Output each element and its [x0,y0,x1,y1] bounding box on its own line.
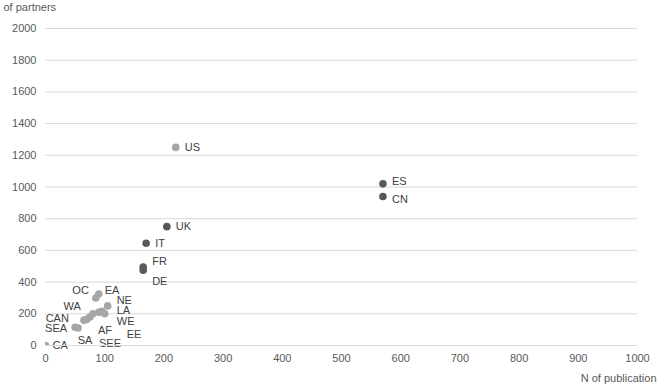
svg-text:CAN: CAN [45,311,69,324]
svg-text:700: 700 [451,352,469,364]
svg-text:US: US [185,141,200,153]
svg-text:100: 100 [96,352,114,364]
svg-text:ES: ES [392,175,407,187]
svg-text:CA: CA [52,339,68,351]
svg-text:WE: WE [117,315,135,327]
svg-text:300: 300 [214,352,232,364]
svg-text:0: 0 [30,339,36,351]
svg-text:400: 400 [18,276,36,288]
svg-text:DE: DE [152,275,167,287]
svg-text:1600: 1600 [12,85,36,97]
svg-text:EE: EE [127,328,142,340]
svg-text:2000: 2000 [12,22,36,34]
svg-text:NE: NE [116,294,132,307]
svg-text:200: 200 [18,307,36,319]
svg-text:600: 600 [392,352,410,364]
svg-text:LA: LA [116,303,131,316]
svg-text:IT: IT [155,237,165,249]
svg-text:FR: FR [152,255,167,267]
svg-text:CN: CN [392,193,408,205]
svg-text:1000: 1000 [12,181,36,193]
svg-text:UK: UK [176,220,192,232]
svg-text:N of publication: N of publication [581,372,657,384]
svg-text:1400: 1400 [12,117,36,129]
svg-text:WA: WA [63,300,81,313]
svg-text:1200: 1200 [12,149,36,161]
svg-text:200: 200 [155,352,173,364]
svg-text:0: 0 [42,352,48,364]
svg-text:800: 800 [18,212,36,224]
svg-text:SEE: SEE [99,337,121,349]
svg-text:SEA: SEA [45,322,68,334]
svg-text:EA: EA [104,283,120,296]
svg-text:AF: AF [98,324,112,336]
svg-text:SA: SA [78,334,93,346]
svg-text:1800: 1800 [12,54,36,66]
svg-text:1000: 1000 [625,352,649,364]
svg-text:800: 800 [510,352,528,364]
svg-text:OC: OC [72,284,89,296]
svg-text:of partners: of partners [4,1,57,13]
svg-text:600: 600 [18,244,36,256]
svg-text:500: 500 [332,352,350,364]
svg-text:400: 400 [273,352,291,364]
svg-text:900: 900 [569,352,587,364]
